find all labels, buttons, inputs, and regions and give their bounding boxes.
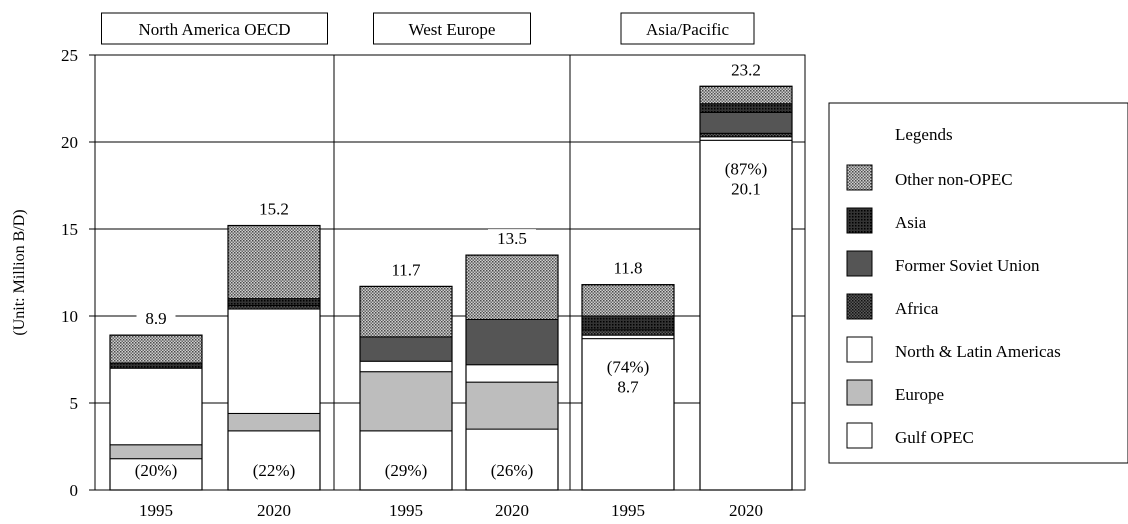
total-label-bg bbox=[604, 258, 652, 278]
legend-swatch bbox=[846, 250, 873, 277]
total-label: 11.7 bbox=[391, 260, 421, 279]
legend-swatch bbox=[846, 207, 873, 234]
panel-title-box bbox=[373, 12, 531, 45]
bar-segment-africa bbox=[581, 329, 675, 336]
bar-segment-europe bbox=[227, 412, 321, 432]
bar-segment-other-non-opec bbox=[699, 85, 793, 105]
share-label: (22%) bbox=[253, 461, 295, 480]
bar-segment-gulf-opec bbox=[227, 430, 321, 491]
share-label: (87%) bbox=[725, 159, 767, 178]
bar-segment-north-latin-americas bbox=[581, 334, 675, 340]
panel-title-box bbox=[620, 12, 755, 45]
total-label-bg bbox=[382, 260, 430, 280]
y-tick-label: 0 bbox=[70, 481, 79, 500]
total-label-bg bbox=[136, 309, 176, 329]
value-label: 20.1 bbox=[731, 179, 761, 198]
bar-segment-north-latin-americas bbox=[699, 136, 793, 141]
y-axis-label: (Unit: Million B/D) bbox=[11, 209, 28, 335]
total-label: 11.8 bbox=[613, 259, 642, 278]
bar-segment-former-soviet-union bbox=[465, 318, 559, 366]
legend-swatch bbox=[846, 336, 873, 363]
bar-outline bbox=[227, 224, 321, 491]
bar-segment-former-soviet-union bbox=[699, 111, 793, 134]
total-label-bg bbox=[488, 229, 536, 249]
legend-swatch bbox=[846, 164, 873, 191]
bar-segment-asia bbox=[227, 298, 321, 307]
legend-label: Asia bbox=[895, 213, 927, 232]
bar-segment-other-non-opec bbox=[359, 285, 453, 338]
bar-segment-africa bbox=[699, 132, 793, 138]
total-label: 13.5 bbox=[497, 229, 527, 248]
bar-segment-former-soviet-union bbox=[359, 336, 453, 362]
bar-outline bbox=[581, 284, 675, 491]
total-label-bg bbox=[722, 60, 770, 80]
legend-label: Gulf OPEC bbox=[895, 428, 974, 447]
legend-swatch bbox=[846, 293, 873, 320]
bar-segment-europe bbox=[109, 444, 203, 460]
bar-segment-europe bbox=[359, 371, 453, 432]
x-tick-label: 2020 bbox=[257, 501, 291, 520]
bar-segment-north-latin-americas bbox=[465, 364, 559, 383]
bar-segment-north-latin-americas bbox=[359, 360, 453, 373]
y-tick-label: 25 bbox=[61, 46, 78, 65]
total-label-bg bbox=[250, 199, 298, 219]
x-tick-label: 2020 bbox=[495, 501, 529, 520]
x-tick-label: 2020 bbox=[729, 501, 763, 520]
panel-title-box bbox=[101, 12, 328, 45]
value-label: 8.7 bbox=[617, 378, 639, 397]
bar-segment-europe bbox=[465, 381, 559, 430]
legend-label: Former Soviet Union bbox=[895, 256, 1040, 275]
bar-outline bbox=[109, 334, 203, 491]
total-label: 23.2 bbox=[731, 60, 761, 79]
x-tick-label: 1995 bbox=[611, 501, 645, 520]
bar-segment-other-non-opec bbox=[109, 334, 203, 364]
total-label: 15.2 bbox=[259, 200, 289, 219]
share-label: (74%) bbox=[607, 358, 649, 377]
panel-title: Asia/Pacific bbox=[646, 20, 730, 39]
y-tick-label: 15 bbox=[61, 220, 78, 239]
total-label: 8.9 bbox=[145, 309, 166, 328]
share-label: (29%) bbox=[385, 461, 427, 480]
share-label: (26%) bbox=[491, 461, 533, 480]
bar-outline bbox=[699, 85, 793, 491]
legend-label: Europe bbox=[895, 385, 944, 404]
bar-segment-africa bbox=[227, 305, 321, 310]
bar-outline bbox=[465, 254, 559, 491]
bar-outline bbox=[359, 285, 453, 491]
bar-segment-north-latin-americas bbox=[109, 367, 203, 446]
legend-label: North & Latin Americas bbox=[895, 342, 1061, 361]
legend-label: Other non-OPEC bbox=[895, 170, 1013, 189]
bar-segment-asia bbox=[699, 103, 793, 113]
panel-title: West Europe bbox=[409, 20, 496, 39]
y-tick-label: 5 bbox=[70, 394, 79, 413]
x-tick-label: 1995 bbox=[139, 501, 173, 520]
bar-segment-gulf-opec bbox=[699, 139, 793, 491]
bar-segment-gulf-opec bbox=[465, 428, 559, 491]
bar-segment-other-non-opec bbox=[465, 254, 559, 320]
bar-segment-asia bbox=[581, 315, 675, 331]
bar-segment-gulf-opec bbox=[581, 338, 675, 491]
y-tick-label: 10 bbox=[61, 307, 78, 326]
bar-segment-other-non-opec bbox=[227, 225, 321, 300]
bar-segment-other-non-opec bbox=[581, 284, 675, 317]
y-tick-label: 20 bbox=[61, 133, 78, 152]
legend-label: Africa bbox=[895, 299, 939, 318]
bar-segment-asia bbox=[109, 362, 203, 369]
x-tick-label: 1995 bbox=[389, 501, 423, 520]
panel-title: North America OECD bbox=[138, 20, 290, 39]
bar-segment-north-latin-americas bbox=[227, 308, 321, 414]
legend-title: Legends bbox=[895, 125, 953, 144]
legend-box bbox=[828, 102, 1128, 464]
share-label: (20%) bbox=[135, 461, 177, 480]
legend-swatch bbox=[846, 422, 873, 449]
legend-swatch bbox=[846, 379, 873, 406]
